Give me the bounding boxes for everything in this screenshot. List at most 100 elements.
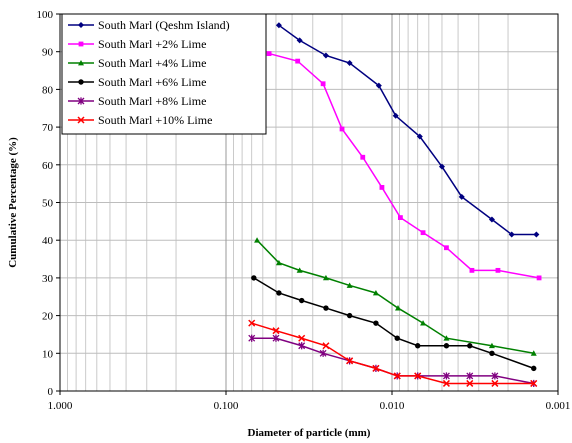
series-group bbox=[251, 275, 537, 372]
data-point bbox=[276, 290, 282, 296]
data-point bbox=[77, 116, 85, 124]
data-point bbox=[372, 364, 380, 372]
series-line bbox=[268, 52, 540, 279]
data-point bbox=[491, 379, 499, 387]
series-line bbox=[253, 277, 534, 370]
x-axis-title: Diameter of particle (mm) bbox=[248, 427, 371, 439]
x-tick-label: 0.010 bbox=[380, 400, 405, 412]
series bbox=[248, 22, 542, 388]
data-point bbox=[530, 350, 537, 356]
data-point bbox=[266, 51, 272, 56]
series-line bbox=[251, 322, 534, 385]
data-point bbox=[322, 342, 330, 350]
data-point bbox=[296, 37, 303, 44]
data-point bbox=[346, 60, 353, 67]
legend-entry: South Marl (Qeshm Island) bbox=[68, 18, 230, 32]
data-point bbox=[319, 349, 327, 357]
data-point bbox=[530, 379, 538, 387]
data-point bbox=[251, 275, 257, 281]
legend: South Marl (Qeshm Island) South Marl +2% … bbox=[61, 13, 267, 135]
data-point bbox=[443, 335, 450, 341]
y-tick-label: 60 bbox=[42, 160, 54, 172]
data-point bbox=[393, 372, 401, 380]
data-point bbox=[298, 342, 306, 350]
data-point bbox=[469, 267, 475, 273]
data-point bbox=[495, 267, 501, 273]
data-point bbox=[443, 343, 450, 349]
legend-entry: South Marl +4% Lime bbox=[68, 56, 206, 70]
data-point bbox=[375, 82, 382, 89]
data-point bbox=[346, 282, 353, 288]
y-tick-label: 80 bbox=[42, 84, 54, 96]
axes: 0 10 20 30 40 50 60 70 80 90 100 1.000 0.100 0.010 0.0… bbox=[37, 9, 571, 412]
data-point bbox=[78, 79, 84, 85]
data-point bbox=[373, 320, 379, 326]
data-point bbox=[379, 185, 385, 190]
data-point bbox=[275, 22, 282, 29]
data-point bbox=[531, 365, 537, 372]
data-point bbox=[392, 112, 399, 119]
legend-entry: South Marl +10% Lime bbox=[68, 113, 212, 127]
data-point bbox=[508, 231, 515, 238]
data-point bbox=[323, 305, 329, 311]
data-point bbox=[489, 350, 495, 356]
legend-entry: South Marl +6% Lime bbox=[68, 75, 206, 89]
x-tick-label: 0.100 bbox=[214, 400, 239, 412]
data-point bbox=[346, 312, 353, 319]
data-point bbox=[438, 163, 445, 170]
legend-label: South Marl +4% Lime bbox=[98, 56, 206, 70]
data-point bbox=[416, 133, 423, 140]
data-point bbox=[442, 372, 450, 380]
legend-box bbox=[61, 13, 267, 135]
data-point bbox=[420, 230, 426, 236]
series-group bbox=[266, 51, 542, 281]
data-point bbox=[248, 319, 256, 327]
data-point bbox=[466, 372, 474, 380]
data-point bbox=[458, 193, 465, 200]
y-tick-label: 10 bbox=[42, 348, 54, 360]
legend-entry: South Marl +8% Lime bbox=[68, 94, 206, 108]
y-tick-label: 20 bbox=[42, 311, 54, 323]
data-point bbox=[77, 97, 85, 105]
y-axis-title: Cumulative Percentage (%) bbox=[7, 137, 19, 268]
data-point bbox=[320, 81, 326, 87]
data-point bbox=[466, 379, 474, 387]
data-point bbox=[395, 305, 402, 311]
legend-label: South Marl +2% Lime bbox=[98, 37, 206, 51]
data-point bbox=[78, 22, 84, 28]
data-point bbox=[298, 297, 305, 304]
y-tick-label: 90 bbox=[42, 47, 54, 59]
y-tick-label: 70 bbox=[42, 122, 54, 134]
data-point bbox=[272, 327, 280, 335]
data-point bbox=[339, 126, 345, 132]
data-point bbox=[394, 335, 400, 341]
x-tick-label: 1.000 bbox=[48, 400, 73, 412]
data-point bbox=[322, 52, 329, 59]
data-point bbox=[296, 267, 303, 273]
data-point bbox=[322, 274, 329, 281]
y-tick-label: 100 bbox=[37, 9, 54, 21]
y-tick-label: 0 bbox=[48, 386, 54, 398]
data-point bbox=[248, 334, 256, 342]
y-tick-label: 30 bbox=[42, 273, 54, 285]
data-point bbox=[298, 334, 306, 342]
data-point bbox=[536, 275, 542, 281]
data-point bbox=[488, 216, 495, 223]
data-point bbox=[372, 289, 379, 296]
data-point bbox=[254, 237, 261, 243]
y-tick-label: 40 bbox=[42, 235, 54, 247]
data-point bbox=[295, 58, 301, 64]
y-tick-label: 50 bbox=[42, 198, 54, 210]
legend-label: South Marl (Qeshm Island) bbox=[98, 18, 230, 32]
series-group bbox=[248, 319, 538, 387]
data-point bbox=[488, 342, 495, 349]
data-point bbox=[467, 343, 473, 349]
data-point bbox=[78, 41, 84, 47]
data-point bbox=[415, 343, 421, 349]
data-point bbox=[78, 60, 84, 66]
legend-label: South Marl +8% Lime bbox=[98, 94, 206, 108]
data-point bbox=[491, 372, 499, 380]
data-point bbox=[420, 320, 427, 326]
